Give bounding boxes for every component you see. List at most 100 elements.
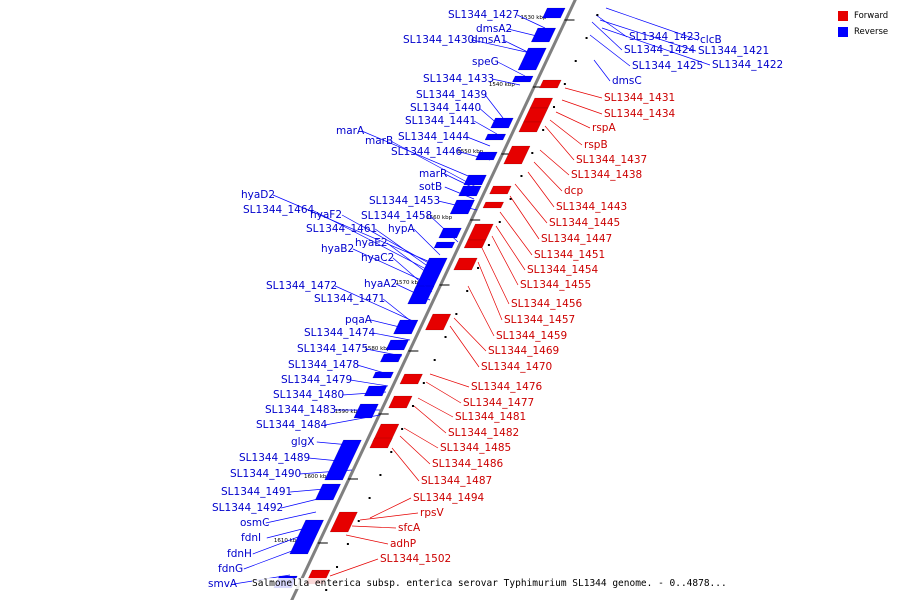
forward-gene-label: SL1344_1451 bbox=[534, 249, 605, 261]
reverse-gene-leader bbox=[290, 487, 337, 493]
reverse-gene-leader bbox=[492, 78, 521, 86]
reverse-gene-leader bbox=[467, 136, 491, 147]
feature-marker bbox=[444, 336, 447, 338]
reverse-gene-label: marR bbox=[419, 168, 447, 180]
forward-gene-label: rspA bbox=[592, 122, 616, 134]
scale-tick-label: 1580 kbp bbox=[364, 346, 390, 352]
reverse-gene-label: SL1344_1478 bbox=[288, 359, 359, 371]
reverse-gene-leader bbox=[497, 61, 526, 77]
forward-gene-label: SL1344_1447 bbox=[541, 233, 612, 245]
feature-marker bbox=[574, 60, 577, 62]
forward-gene-leader bbox=[514, 183, 548, 224]
forward-gene-leader bbox=[369, 497, 412, 519]
forward-gene-label: SL1344_1457 bbox=[504, 314, 575, 326]
forward-gene-glyph bbox=[463, 239, 487, 249]
reverse-gene-label: SL1344_1446 bbox=[391, 146, 463, 158]
reverse-gene-label: glgX bbox=[291, 436, 314, 448]
forward-gene-label: SL1344_1434 bbox=[604, 108, 676, 120]
forward-gene-label: SL1344_1454 bbox=[527, 264, 599, 276]
feature-marker bbox=[509, 198, 512, 200]
forward-gene-leader bbox=[555, 111, 591, 129]
reverse-gene-label: hyaD2 bbox=[241, 189, 275, 201]
forward-gene-label: SL1344_1431 bbox=[604, 92, 675, 104]
reverse-gene-label: hyaA2 bbox=[364, 278, 397, 290]
forward-gene-glyph bbox=[388, 395, 413, 409]
reverse-gene-leader bbox=[438, 200, 478, 211]
reverse-gene-leader bbox=[472, 39, 536, 55]
forward-gene-label: SL1344_1477 bbox=[463, 397, 534, 409]
forward-gene-leader bbox=[453, 317, 487, 352]
forward-gene-label: SL1344_1494 bbox=[413, 492, 485, 504]
reverse-gene-label: SL1344_1441 bbox=[405, 115, 476, 127]
reverse-gene-label: speG bbox=[472, 56, 499, 68]
scale-tick-label: 1600 kbp bbox=[304, 474, 330, 480]
reverse-gene-leader bbox=[595, 14, 628, 38]
forward-gene-label: SL1344_1485 bbox=[440, 442, 511, 454]
forward-gene-leader bbox=[544, 125, 575, 161]
reverse-gene-label: fdnI bbox=[241, 532, 261, 544]
legend-label-reverse: Reverse bbox=[854, 27, 889, 37]
reverse-gene-label: marB bbox=[365, 135, 393, 147]
forward-gene-leader bbox=[429, 373, 470, 388]
reverse-gene-label: hyaE2 bbox=[355, 237, 388, 249]
reverse-gene-leader bbox=[502, 39, 541, 59]
forward-gene-leader bbox=[509, 195, 540, 240]
feature-marker bbox=[520, 175, 523, 177]
feature-marker bbox=[401, 428, 404, 430]
reverse-gene-label: SL1344_1453 bbox=[369, 195, 440, 207]
legend: Forward Reverse bbox=[838, 8, 888, 40]
reverse-gene-leader bbox=[382, 298, 413, 323]
reverse-gene-leader bbox=[392, 257, 433, 293]
forward-gene-leader bbox=[499, 211, 533, 256]
reverse-gene-glyph bbox=[393, 319, 419, 335]
reverse-gene-label: hypA bbox=[388, 223, 416, 235]
forward-gene-leader bbox=[491, 235, 519, 286]
feature-marker bbox=[433, 359, 436, 361]
reverse-gene-label: SL1344_1458 bbox=[361, 210, 432, 222]
forward-gene-label: SL1344_1470 bbox=[481, 361, 552, 373]
reverse-gene-glyph bbox=[324, 439, 362, 481]
genome-backbone bbox=[288, 0, 577, 604]
reverse-gene-leader bbox=[591, 21, 623, 51]
forward-gene-leader bbox=[449, 325, 480, 368]
reverse-gene-label: SL1344_1425 bbox=[632, 60, 703, 72]
feature-marker bbox=[346, 543, 349, 545]
forward-gene-leader bbox=[399, 435, 431, 465]
feature-marker bbox=[411, 405, 414, 407]
forward-gene-glyph bbox=[369, 437, 393, 449]
reverse-gene-leader bbox=[352, 248, 433, 286]
forward-swatch bbox=[838, 11, 848, 21]
reverse-gene-label: dmsA2 bbox=[476, 23, 512, 35]
forward-gene-glyph bbox=[539, 79, 562, 89]
reverse-gene-label: SL1344_1483 bbox=[265, 404, 336, 416]
reverse-gene-label: SL1344_1471 bbox=[314, 293, 385, 305]
reverse-gene-glyph bbox=[512, 75, 534, 83]
legend-item-forward: Forward bbox=[838, 8, 888, 24]
scale-tick-label: 1560 kbp bbox=[426, 215, 452, 221]
reverse-gene-label: hyaB2 bbox=[321, 243, 354, 255]
reverse-gene-glyph bbox=[433, 241, 456, 249]
reverse-gene-leader bbox=[395, 283, 431, 301]
forward-gene-label: rspB bbox=[584, 139, 608, 151]
forward-gene-leader bbox=[345, 534, 389, 545]
forward-gene-leader bbox=[527, 171, 555, 208]
forward-gene-label: dcp bbox=[564, 185, 583, 197]
reverse-gene-label: hyaC2 bbox=[361, 252, 394, 264]
reverse-gene-glyph bbox=[385, 339, 409, 351]
forward-gene-leader bbox=[561, 99, 603, 115]
feature-marker bbox=[531, 152, 534, 154]
reverse-gene-leader bbox=[390, 140, 479, 189]
reverse-gene-label: pqaA bbox=[345, 314, 373, 326]
feature-marker bbox=[487, 244, 490, 246]
forward-gene-label: SL1344_1469 bbox=[488, 345, 559, 357]
reverse-gene-glyph bbox=[517, 47, 547, 71]
forward-gene-label: SL1344_1455 bbox=[520, 279, 591, 291]
reverse-gene-leader bbox=[243, 547, 301, 570]
reverse-gene-label: SL1344_1490 bbox=[230, 468, 301, 480]
reverse-gene-leader bbox=[605, 7, 699, 41]
feature-marker bbox=[477, 267, 480, 269]
reverse-gene-glyph bbox=[314, 483, 342, 501]
feature-marker bbox=[357, 520, 360, 522]
forward-gene-glyph bbox=[529, 97, 554, 109]
reverse-gene-leader bbox=[370, 319, 413, 331]
